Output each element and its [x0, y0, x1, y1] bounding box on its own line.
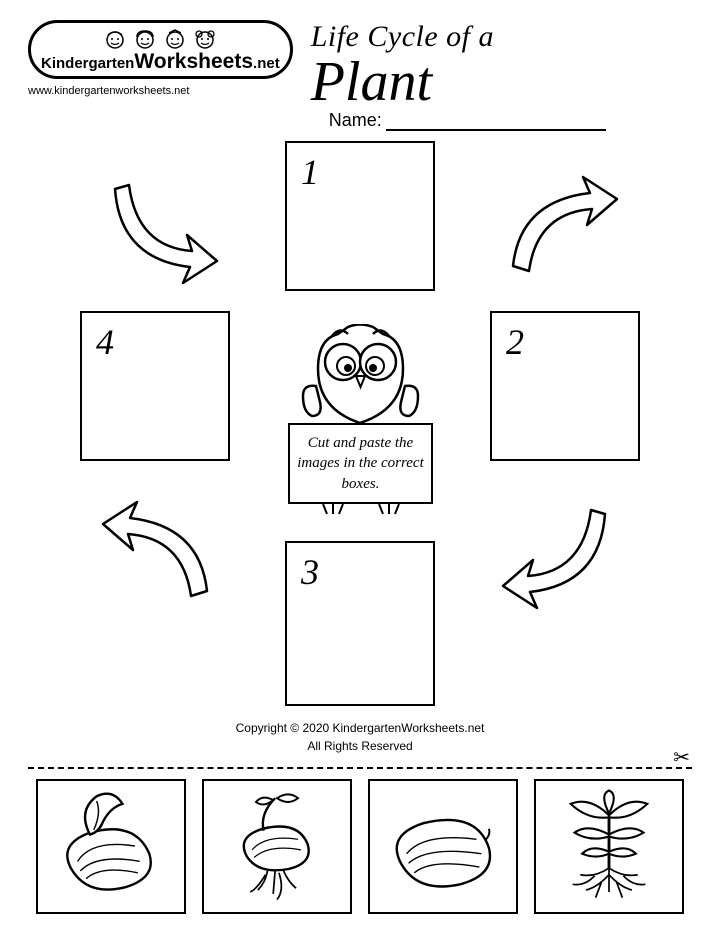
title-row2: Plant Name: [311, 54, 692, 131]
box-number: 3 [301, 552, 319, 592]
logo-prefix: Kindergarten [41, 55, 134, 72]
copyright-line2: All Rights Reserved [28, 737, 692, 755]
owl-foot-icon [375, 502, 403, 516]
logo-badge: KindergartenWorksheets.net [28, 20, 293, 79]
cycle-box-3[interactable]: 3 [285, 541, 435, 706]
cycle-box-1[interactable]: 1 [285, 141, 435, 291]
box-number: 2 [506, 322, 524, 362]
arrow-1-to-2 [495, 171, 625, 291]
cycle-box-4[interactable]: 4 [80, 311, 230, 461]
name-field: Name: [329, 110, 606, 131]
cut-line [28, 767, 692, 769]
arrow-2-to-3 [495, 496, 625, 616]
title-line1: Life Cycle of a [311, 20, 692, 54]
box-number: 1 [301, 152, 319, 192]
cut-image-seedling[interactable] [202, 779, 352, 914]
seedling-icon [210, 785, 344, 908]
sprouting-seed-icon [44, 785, 178, 908]
seed-icon [376, 785, 510, 908]
cut-image-sprouting-seed[interactable] [36, 779, 186, 914]
owl-icon [288, 324, 433, 424]
name-label: Name: [329, 110, 382, 131]
name-blank-line[interactable] [386, 113, 606, 131]
cut-image-seed[interactable] [368, 779, 518, 914]
arrow-3-to-4 [95, 496, 225, 616]
title-line2: Plant [311, 54, 432, 110]
logo-block: KindergartenWorksheets.net www.kindergar… [28, 20, 293, 97]
scissors-icon: ✂ [673, 745, 690, 770]
owl-foot-icon [319, 502, 347, 516]
title-block: Life Cycle of a Plant Name: [311, 20, 692, 131]
arrow-4-to-1 [95, 171, 225, 291]
logo-main-word: Worksheets [134, 50, 253, 73]
cut-images-row [28, 779, 692, 914]
copyright: Copyright © 2020 KindergartenWorksheets.… [28, 719, 692, 755]
box-number: 4 [96, 322, 114, 362]
cut-image-plant[interactable] [534, 779, 684, 914]
copyright-line1: Copyright © 2020 KindergartenWorksheets.… [28, 719, 692, 737]
plant-with-roots-icon [542, 785, 676, 908]
instructions-sign: Cut and paste the images in the correct … [288, 423, 433, 504]
header: KindergartenWorksheets.net www.kindergar… [28, 20, 692, 131]
logo-suffix: .net [253, 55, 280, 72]
cycle-box-2[interactable]: 2 [490, 311, 640, 461]
owl-feet [288, 502, 433, 516]
cut-out-section: ✂ [28, 767, 692, 914]
logo-text: KindergartenWorksheets.net [41, 51, 280, 72]
logo-url: www.kindergartenworksheets.net [28, 85, 293, 97]
owl-instructions: Cut and paste the images in the correct … [288, 324, 433, 516]
cycle-diagram: 1 2 3 4 [40, 141, 680, 711]
kid-icon [101, 29, 129, 53]
worksheet-page: KindergartenWorksheets.net www.kindergar… [0, 0, 720, 931]
